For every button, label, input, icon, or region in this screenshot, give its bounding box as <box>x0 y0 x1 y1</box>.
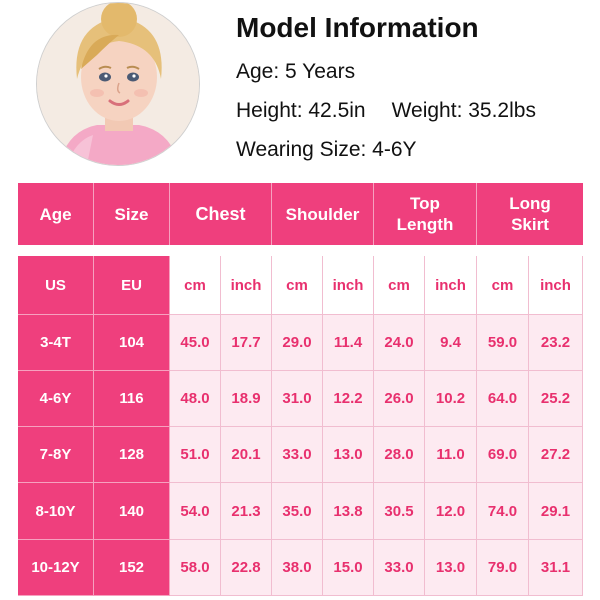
model-height: Height: 42.5in <box>236 99 366 122</box>
cell-long-skirt-cm: 64.0 <box>477 371 529 427</box>
cell-shoulder-inch: 11.4 <box>323 315 374 371</box>
model-photo <box>36 2 200 166</box>
cell-shoulder-cm: 29.0 <box>272 315 323 371</box>
row-eu-size: 104 <box>94 315 170 371</box>
header-shoulder: Shoulder <box>272 183 374 245</box>
model-height-weight: Height: 42.5in Weight: 35.2lbs <box>236 99 536 123</box>
cell-top-length-inch: 13.0 <box>425 540 477 596</box>
model-weight: Weight: 35.2lbs <box>391 99 536 122</box>
cell-chest-cm: 48.0 <box>170 371 221 427</box>
cell-long-skirt-inch: 25.2 <box>529 371 583 427</box>
cell-chest-inch: 20.1 <box>221 427 272 483</box>
row-us-size: 3-4T <box>18 315 94 371</box>
cell-chest-inch: 17.7 <box>221 315 272 371</box>
cell-top-length-cm: 26.0 <box>374 371 425 427</box>
model-age: Age: 5 Years <box>236 60 356 83</box>
subheader-eu: EU <box>94 256 170 315</box>
subheader-chest-inch: inch <box>221 256 272 315</box>
cell-chest-cm: 45.0 <box>170 315 221 371</box>
size-chart-table: US EU cm inch cm inch cm inch cm inch 3-4T 104 45.0 1… <box>18 256 583 596</box>
cell-chest-cm: 54.0 <box>170 483 221 540</box>
cell-top-length-inch: 12.0 <box>425 483 477 540</box>
cell-top-length-inch: 9.4 <box>425 315 477 371</box>
cell-top-length-inch: 11.0 <box>425 427 477 483</box>
cell-top-length-cm: 28.0 <box>374 427 425 483</box>
cell-shoulder-cm: 33.0 <box>272 427 323 483</box>
cell-long-skirt-inch: 31.1 <box>529 540 583 596</box>
subheader-long-skirt-inch: inch <box>529 256 583 315</box>
subheader-long-skirt-cm: cm <box>477 256 529 315</box>
cell-chest-inch: 22.8 <box>221 540 272 596</box>
cell-long-skirt-cm: 59.0 <box>477 315 529 371</box>
cell-chest-inch: 21.3 <box>221 483 272 540</box>
header-top-length: Top Length <box>374 183 477 245</box>
model-info-title: Model Information <box>236 12 479 43</box>
row-eu-size: 128 <box>94 427 170 483</box>
header-long-skirt: Long Skirt <box>477 183 583 245</box>
cell-top-length-cm: 33.0 <box>374 540 425 596</box>
subheader-top-length-cm: cm <box>374 256 425 315</box>
model-portrait-image <box>37 3 199 165</box>
cell-shoulder-cm: 35.0 <box>272 483 323 540</box>
header-size: Size <box>94 183 170 245</box>
cell-long-skirt-inch: 29.1 <box>529 483 583 540</box>
row-us-size: 8-10Y <box>18 483 94 540</box>
subheader-shoulder-inch: inch <box>323 256 374 315</box>
cell-long-skirt-inch: 27.2 <box>529 427 583 483</box>
cell-chest-cm: 51.0 <box>170 427 221 483</box>
cell-shoulder-inch: 15.0 <box>323 540 374 596</box>
cell-long-skirt-cm: 74.0 <box>477 483 529 540</box>
subheader-top-length-inch: inch <box>425 256 477 315</box>
row-us-size: 7-8Y <box>18 427 94 483</box>
cell-long-skirt-cm: 79.0 <box>477 540 529 596</box>
header-chest: Chest <box>170 183 272 245</box>
size-chart-header: Age Size Chest Shoulder Top Length Long … <box>18 183 583 245</box>
row-eu-size: 152 <box>94 540 170 596</box>
cell-shoulder-inch: 12.2 <box>323 371 374 427</box>
cell-chest-cm: 58.0 <box>170 540 221 596</box>
subheader-us: US <box>18 256 94 315</box>
cell-top-length-cm: 30.5 <box>374 483 425 540</box>
cell-top-length-cm: 24.0 <box>374 315 425 371</box>
row-eu-size: 140 <box>94 483 170 540</box>
subheader-shoulder-cm: cm <box>272 256 323 315</box>
row-us-size: 10-12Y <box>18 540 94 596</box>
cell-top-length-inch: 10.2 <box>425 371 477 427</box>
subheader-chest-cm: cm <box>170 256 221 315</box>
cell-chest-inch: 18.9 <box>221 371 272 427</box>
row-eu-size: 116 <box>94 371 170 427</box>
header-age: Age <box>18 183 94 245</box>
cell-long-skirt-cm: 69.0 <box>477 427 529 483</box>
model-wearing-size: Wearing Size: 4-6Y <box>236 138 417 161</box>
cell-shoulder-inch: 13.8 <box>323 483 374 540</box>
row-us-size: 4-6Y <box>18 371 94 427</box>
cell-shoulder-inch: 13.0 <box>323 427 374 483</box>
cell-long-skirt-inch: 23.2 <box>529 315 583 371</box>
cell-shoulder-cm: 38.0 <box>272 540 323 596</box>
cell-shoulder-cm: 31.0 <box>272 371 323 427</box>
